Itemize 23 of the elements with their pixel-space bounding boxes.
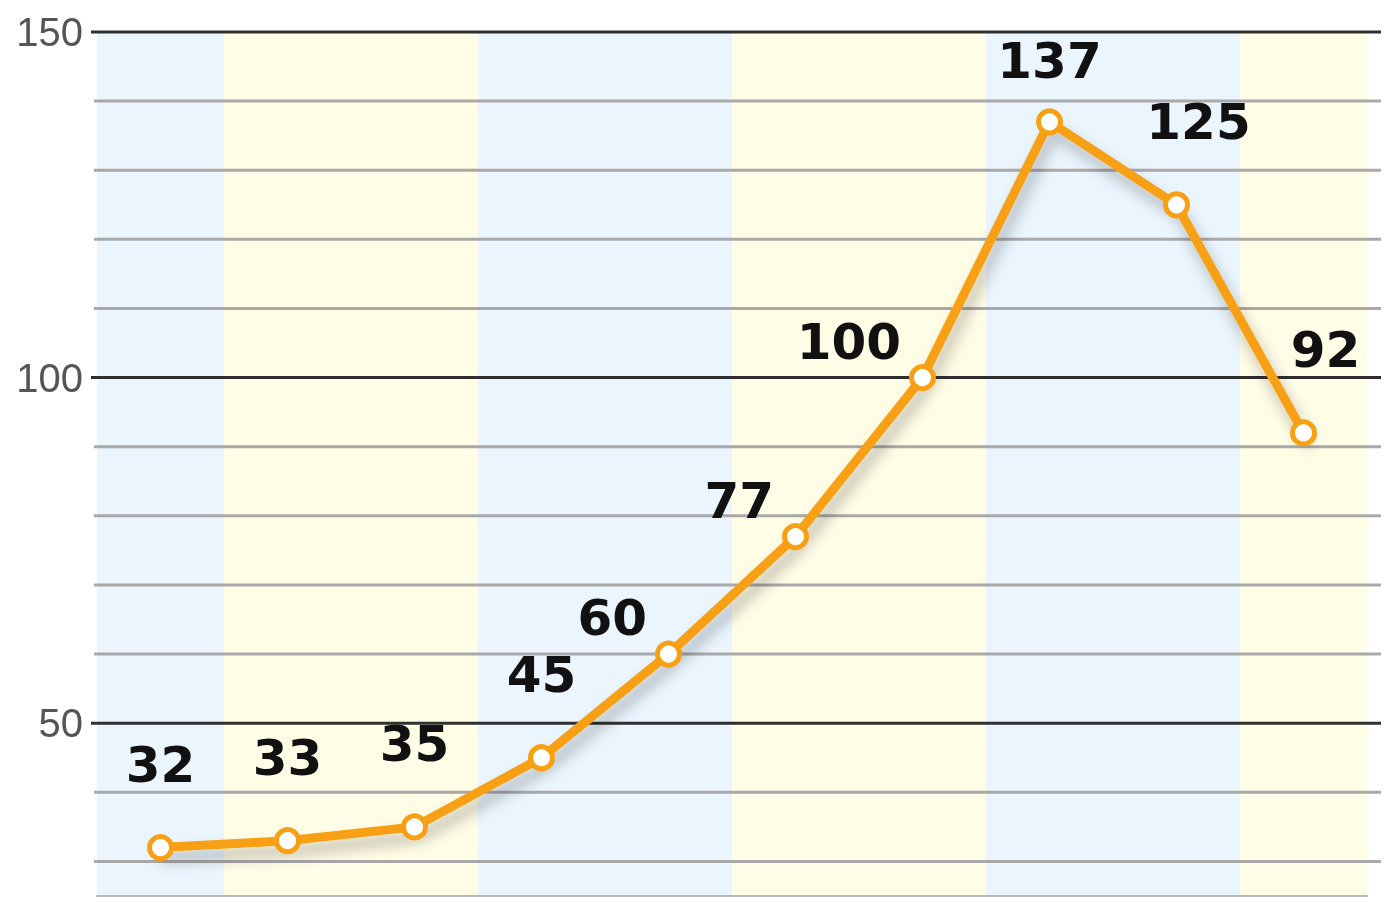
point [1290, 419, 1317, 447]
y-tick-label: 100 [16, 355, 83, 400]
data-label: 125 [1146, 93, 1251, 152]
data-label: 45 [506, 646, 577, 705]
data-label: 77 [704, 471, 774, 530]
y-tick-label: 50 [38, 701, 83, 746]
data-label: 35 [379, 715, 450, 774]
point [147, 834, 174, 862]
data-label: 92 [1290, 321, 1361, 380]
data-label: 100 [796, 312, 901, 371]
point [1036, 108, 1063, 136]
point [274, 827, 301, 855]
data-label: 32 [125, 736, 196, 795]
point [782, 523, 809, 551]
point [655, 640, 682, 668]
data-label: 137 [997, 32, 1102, 91]
point [401, 813, 428, 841]
point [1163, 191, 1190, 219]
point [909, 364, 936, 392]
point [528, 744, 555, 772]
data-label: 60 [577, 589, 647, 648]
y-tick-label: 150 [16, 10, 83, 54]
data-label: 33 [252, 729, 323, 788]
